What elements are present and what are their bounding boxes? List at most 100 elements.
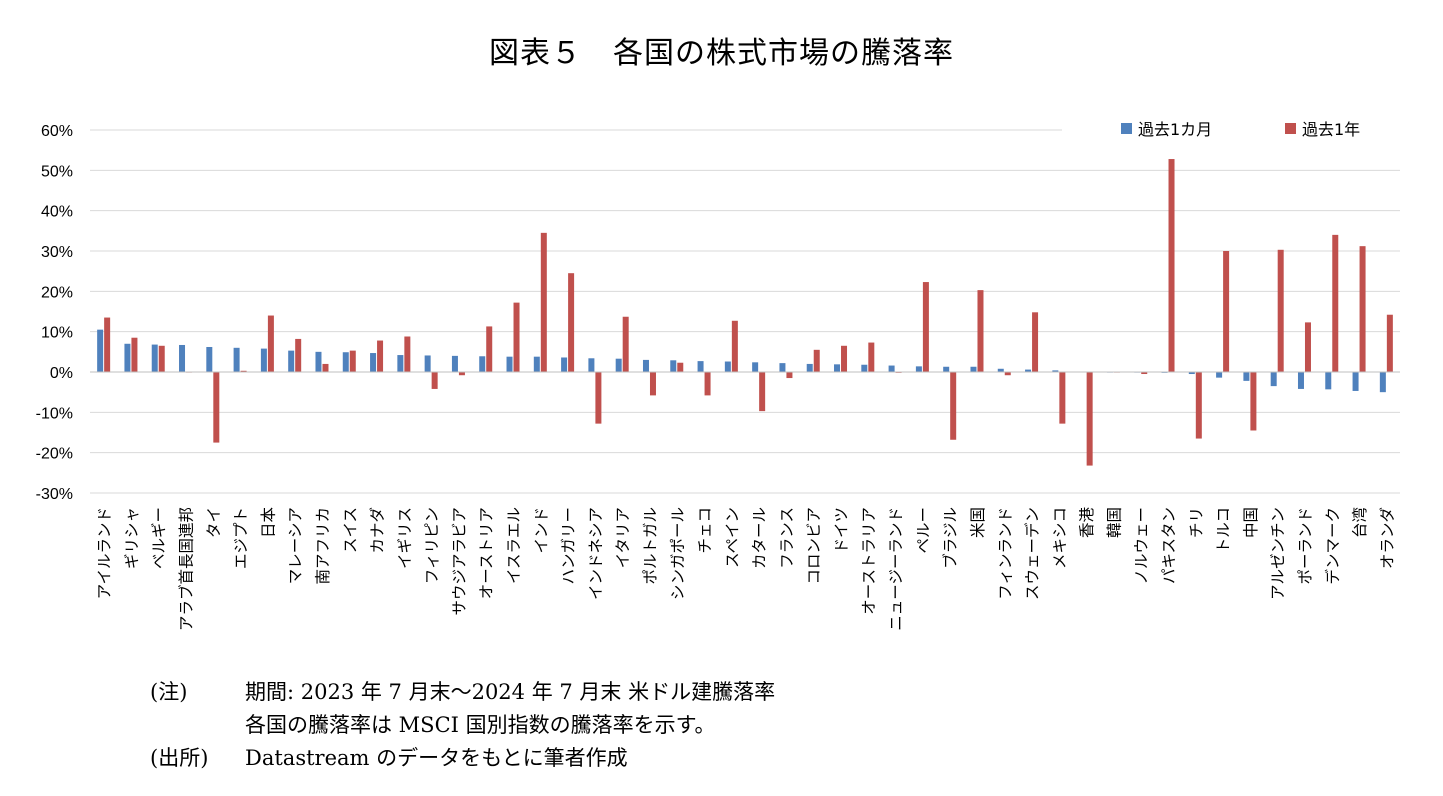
bar-1year: [677, 362, 684, 372]
bar-1year: [1386, 314, 1393, 372]
bar-1month: [451, 355, 458, 372]
bar-1year: [1250, 372, 1257, 431]
x-tick-label: インドネシア: [587, 507, 605, 600]
x-tick-label: カナダ: [369, 507, 387, 554]
bar-1month: [179, 344, 186, 372]
bar-1month: [479, 356, 486, 372]
x-tick-label: ポーランド: [1296, 507, 1314, 585]
bar-1year: [1277, 249, 1284, 372]
bar-1month: [752, 362, 759, 372]
bar-1month: [533, 356, 540, 372]
bar-1year: [322, 363, 329, 372]
x-axis-category-labels: アイルランド ギリシャ ベルギー アラブ首長国連邦 タイ エジプト 日本 マレーシア 南アフリカ…: [96, 507, 1397, 632]
y-tick-label: 0%: [50, 365, 73, 382]
bar-1year: [568, 273, 575, 372]
gridlines: [90, 129, 1400, 494]
x-tick-label: 米国: [969, 507, 987, 538]
bar-1month: [861, 364, 868, 372]
bar-1year: [1332, 234, 1339, 372]
bar-1month: [1297, 372, 1304, 389]
bar-1month: [1216, 372, 1223, 378]
x-tick-label: チェコ: [696, 507, 714, 554]
source-text: Datastream のデータをもとに筆者作成: [245, 746, 628, 770]
x-tick-label: イギリス: [396, 507, 414, 569]
x-tick-label: オランダ: [1378, 507, 1396, 569]
y-tick-label: 20%: [41, 284, 73, 301]
x-tick-label: ノルウェー: [1133, 507, 1151, 585]
bar-1year: [1004, 372, 1011, 376]
x-tick-label: メキシコ: [1051, 507, 1069, 569]
x-tick-label: 香港: [1078, 507, 1096, 539]
x-tick-label: イタリア: [614, 507, 632, 568]
x-tick-label: フィンランド: [996, 507, 1014, 600]
y-tick-label: 50%: [41, 163, 73, 180]
x-tick-label: フィリピン: [423, 507, 441, 584]
bar-1year: [267, 315, 274, 372]
bar-1year: [649, 372, 656, 396]
legend-swatch: [1285, 123, 1296, 134]
bar-1year: [868, 342, 875, 372]
bar-1month: [997, 368, 1004, 372]
bar-1month: [1379, 372, 1386, 393]
bar-1month: [424, 355, 431, 372]
x-tick-label: 日本: [259, 507, 277, 538]
bar-1year: [786, 372, 793, 379]
x-tick-label: ギリシャ: [123, 507, 141, 569]
x-tick-label: アラブ首長国連邦: [177, 507, 196, 631]
x-tick-label: スペイン: [723, 507, 741, 568]
bar-1month: [288, 350, 295, 372]
y-tick-label: 30%: [41, 244, 73, 261]
bar-1year: [1032, 312, 1039, 372]
source-label: (出所): [150, 746, 209, 770]
bar-1year: [295, 338, 302, 372]
y-tick-label: 40%: [41, 204, 73, 221]
bar-1year: [813, 349, 820, 372]
bar-1month: [1052, 370, 1059, 372]
bar-1year: [104, 317, 111, 372]
x-tick-label: アイルランド: [96, 507, 114, 599]
bar-1month: [888, 365, 895, 372]
x-tick-label: サウジアラビア: [450, 507, 468, 616]
bar-1year: [1195, 372, 1202, 439]
bar-1year: [1141, 372, 1148, 375]
y-tick-label: -20%: [36, 446, 73, 463]
y-tick-label: 10%: [41, 325, 73, 342]
bar-1month: [588, 358, 595, 372]
bar-1month: [233, 347, 240, 372]
x-tick-label: ドイツ: [833, 507, 851, 554]
x-tick-label: ニュージーランド: [887, 507, 905, 631]
x-tick-label: エジプト: [232, 507, 250, 569]
bar-1month: [724, 361, 731, 372]
bar-1month: [1188, 372, 1195, 375]
bar-1month: [206, 346, 213, 372]
bar-1month: [642, 359, 649, 372]
x-tick-label: ハンガリー: [560, 507, 578, 585]
x-tick-label: トルコ: [1215, 507, 1233, 553]
x-tick-label: パキスタン: [1160, 507, 1178, 584]
bar-1year: [841, 345, 848, 372]
bar-1year: [213, 372, 220, 443]
y-tick-label: 60%: [41, 123, 73, 140]
bar-1month: [397, 355, 404, 372]
bar-1month: [506, 356, 513, 372]
x-tick-label: オーストラリア: [860, 507, 878, 615]
bar-1year: [1223, 251, 1230, 372]
bar-1year: [1168, 159, 1175, 372]
bar-1month: [970, 366, 977, 372]
bar-1month: [670, 360, 677, 372]
legend-label: 過去1年: [1302, 120, 1360, 139]
bar-1month: [1325, 372, 1332, 390]
legend: 過去1カ月 過去1年: [1121, 120, 1360, 139]
bar-1month: [561, 357, 568, 372]
bar-1month: [834, 364, 841, 372]
bar-1month: [151, 344, 158, 372]
x-tick-label: マレーシア: [287, 507, 305, 584]
x-tick-label: オーストリア: [478, 507, 496, 599]
bar-1month: [97, 329, 104, 372]
x-tick-label: イスラエル: [505, 507, 523, 584]
bar-1year: [540, 232, 547, 372]
x-tick-label: ベルギー: [150, 507, 168, 569]
bar-1month: [370, 353, 377, 372]
bar-1year: [731, 320, 738, 372]
bar-1year: [704, 372, 711, 396]
